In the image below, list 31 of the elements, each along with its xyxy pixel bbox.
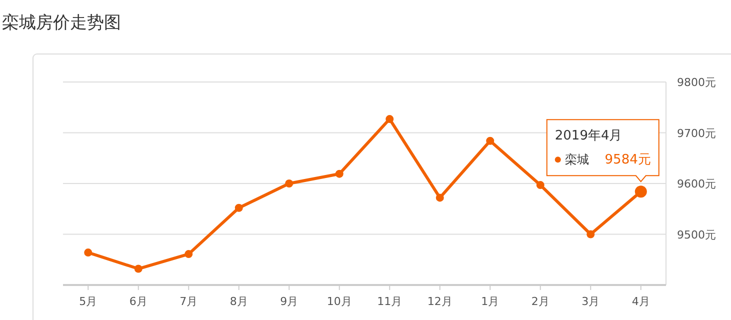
x-tick-label: 4月 (632, 295, 650, 308)
x-tick-label: 11月 (377, 295, 402, 308)
point (184, 250, 193, 258)
y-tick-label: 9800元 (677, 76, 716, 89)
point (386, 115, 394, 124)
point (134, 264, 142, 273)
x-tick-label: 12月 (427, 295, 452, 308)
x-tick-label: 1月 (481, 295, 500, 308)
x-tick-label: 5月 (79, 295, 98, 308)
y-tick-label: 9600元 (677, 178, 716, 190)
y-tick-label: 9700元 (677, 126, 716, 140)
x-tick-label: 9月 (280, 295, 298, 308)
y-tick-label: 9500元 (677, 228, 716, 242)
point (586, 230, 595, 238)
x-tick-label: 2月 (531, 295, 550, 308)
x-tick-label: 7月 (180, 295, 198, 308)
point (84, 248, 92, 257)
legend-label: 栾城 (564, 152, 589, 167)
annotation: 2019年4月 (554, 128, 622, 144)
x-tick-label: 8月 (230, 295, 248, 308)
x-tick-label: 10月 (326, 295, 352, 308)
point (536, 181, 544, 190)
data-label: 9584元 (604, 152, 651, 168)
point (486, 136, 494, 145)
point (285, 180, 294, 188)
x-tick-label: 6月 (129, 295, 148, 308)
x-tick-label: 3月 (582, 295, 600, 308)
point (436, 194, 444, 202)
point (335, 170, 344, 178)
point (234, 204, 243, 212)
chart-title: 栾城房价走势图 (2, 13, 121, 33)
